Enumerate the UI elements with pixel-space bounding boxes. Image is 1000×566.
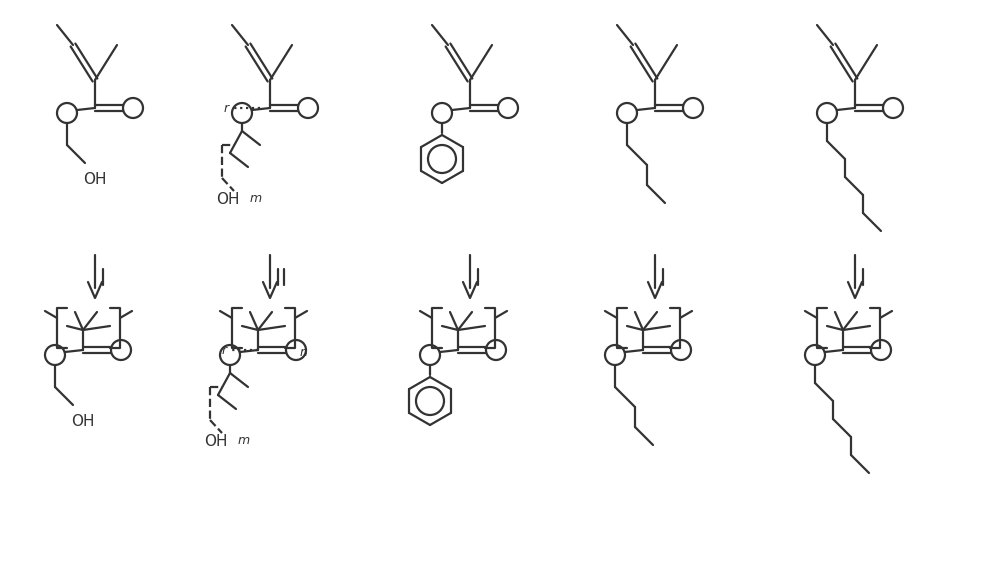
- Text: OH: OH: [83, 171, 107, 187]
- Text: r: r: [223, 101, 229, 114]
- Text: OH: OH: [71, 414, 95, 428]
- Text: r: r: [221, 344, 227, 357]
- Text: n: n: [299, 346, 307, 359]
- Text: m: m: [250, 192, 262, 205]
- Text: m: m: [238, 435, 250, 448]
- Text: OH: OH: [216, 191, 240, 207]
- Text: OH: OH: [204, 434, 228, 448]
